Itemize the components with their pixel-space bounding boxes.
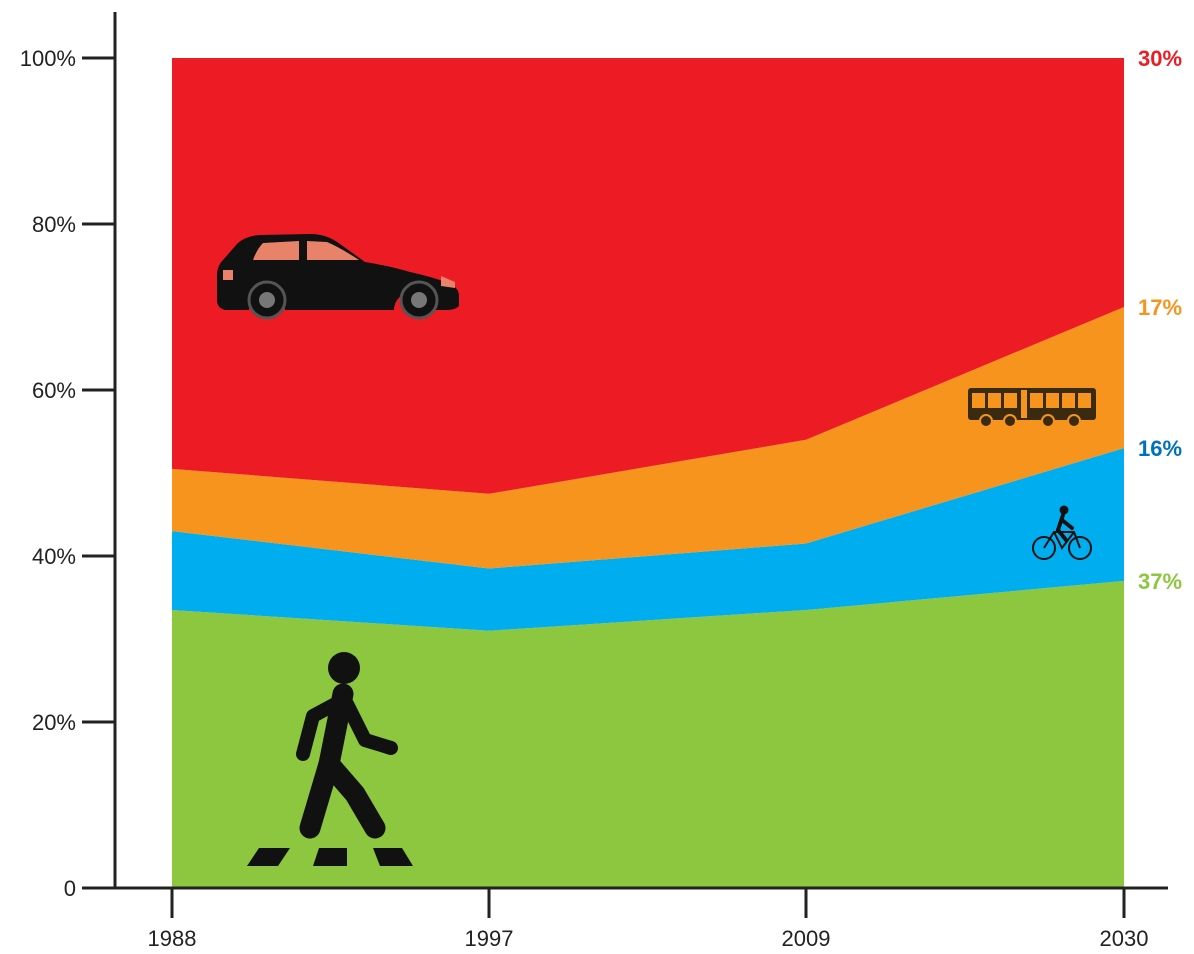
car-icon (217, 234, 459, 320)
area-car (172, 58, 1124, 494)
end-label-bicycle: 16% (1138, 436, 1182, 461)
axes (113, 12, 1168, 890)
end-label-bus: 17% (1138, 295, 1182, 320)
x-tick-label: 1988 (148, 926, 197, 951)
y-tick-label: 80% (32, 212, 76, 237)
bus-icon (968, 388, 1096, 428)
end-label-walk: 37% (1138, 569, 1182, 594)
area-walk (172, 580, 1124, 888)
y-tick-label: 0 (64, 876, 76, 901)
area-layers (172, 58, 1124, 888)
area-bus (172, 307, 1124, 569)
end-label-car: 30% (1138, 46, 1182, 71)
bicycle-icon (1032, 505, 1092, 560)
y-tick-label: 60% (32, 378, 76, 403)
end-labels: 30% 17% 16% 37% (1138, 46, 1182, 594)
pedestrian-icon (247, 652, 413, 866)
y-ticks: 0 20% 40% 60% 80% 100% (20, 46, 115, 901)
x-ticks: 1988 1997 2009 2030 (148, 888, 1149, 951)
x-tick-label: 1997 (465, 926, 514, 951)
y-tick-label: 20% (32, 710, 76, 735)
x-tick-label: 2030 (1100, 926, 1149, 951)
x-tick-label: 2009 (782, 926, 831, 951)
y-tick-label: 40% (32, 544, 76, 569)
area-bicycle (172, 448, 1124, 631)
y-tick-label: 100% (20, 46, 76, 71)
